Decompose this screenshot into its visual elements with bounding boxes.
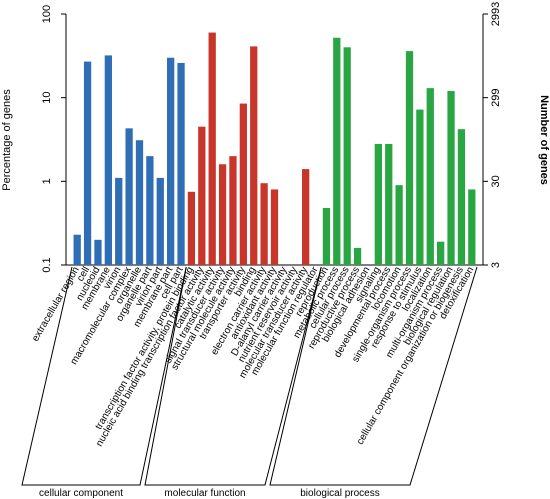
bar <box>125 128 133 265</box>
bar <box>385 143 393 265</box>
bar <box>426 88 434 265</box>
bar <box>115 177 123 265</box>
bar <box>457 129 466 265</box>
group-label: molecular function <box>164 488 245 499</box>
bar <box>416 109 424 265</box>
group-bracket <box>269 266 478 486</box>
bar <box>177 62 185 265</box>
bar <box>73 234 81 265</box>
y-right-tick-label: 2993 <box>490 2 502 26</box>
bar <box>94 239 102 265</box>
bar <box>260 183 268 265</box>
bar <box>104 55 112 265</box>
bar <box>322 208 331 265</box>
axes: 100 10 1 0.1 2993 299 30 3 <box>41 2 502 273</box>
bar <box>239 103 247 265</box>
y-left-tick-label: 100 <box>41 5 53 23</box>
bar <box>468 189 476 265</box>
y-left-tick-label: 0.1 <box>41 257 53 272</box>
y-right-tick-label: 30 <box>490 175 502 187</box>
y-axis-right-label: Number of genes <box>538 95 550 185</box>
bar <box>374 143 382 265</box>
bar <box>156 177 164 265</box>
bar <box>395 185 403 265</box>
bar <box>187 191 196 265</box>
bar <box>405 51 414 265</box>
bar <box>208 32 216 266</box>
group-bracket <box>21 266 187 486</box>
bar <box>270 189 279 265</box>
bar <box>333 37 341 266</box>
group-label: cellular component <box>39 488 123 499</box>
bar <box>146 156 154 265</box>
y-axis-left-label: Percentage of genes <box>1 89 13 191</box>
y-right-tick-label: 3 <box>490 262 502 268</box>
bar <box>167 57 175 265</box>
bar <box>250 46 258 266</box>
group-brackets: cellular component molecular function biol… <box>21 266 478 499</box>
bar <box>343 47 351 266</box>
y-left-tick-label: 1 <box>41 178 53 184</box>
bar <box>437 241 445 265</box>
bars <box>73 32 476 266</box>
category-label: extracellular region <box>30 265 82 344</box>
bar <box>302 169 310 265</box>
bar <box>198 126 206 266</box>
group-bracket <box>144 266 322 486</box>
bar <box>229 156 237 265</box>
group-label: biological process <box>300 488 380 499</box>
y-right-tick-label: 299 <box>490 88 502 106</box>
bar <box>218 164 227 265</box>
category-labels: extracellular regioncellnucleoidmembrane… <box>30 264 476 448</box>
bar <box>135 140 144 265</box>
bar <box>353 247 362 265</box>
bar <box>447 91 455 265</box>
bar <box>83 61 92 265</box>
y-left-tick-label: 10 <box>41 92 53 104</box>
